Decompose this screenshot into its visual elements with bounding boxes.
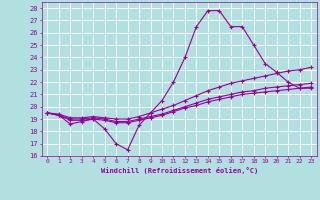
X-axis label: Windchill (Refroidissement éolien,°C): Windchill (Refroidissement éolien,°C): [100, 167, 258, 174]
